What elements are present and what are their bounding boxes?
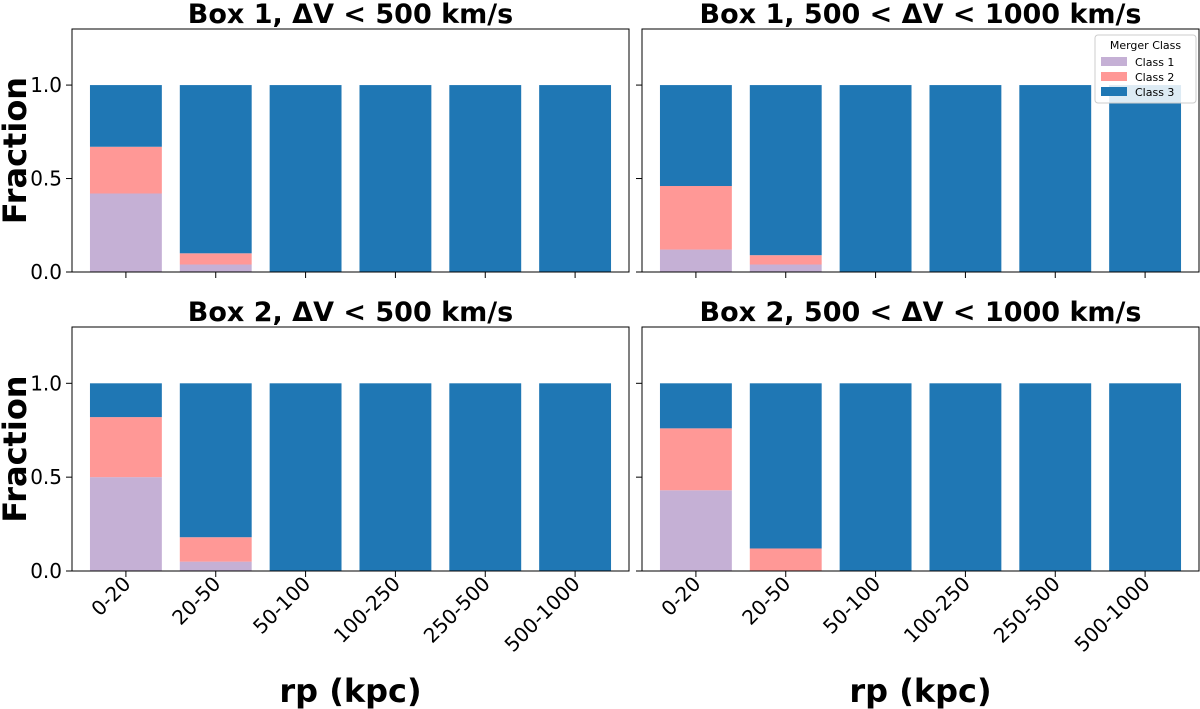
legend-title: Merger Class xyxy=(1110,39,1182,52)
bar-class-2-0-20 xyxy=(89,417,162,478)
bar-class-2-0-20 xyxy=(659,428,732,491)
bar-class-3-20-50 xyxy=(179,383,252,538)
bar-class-2-20-50 xyxy=(749,548,822,571)
bar-class-3-50-100 xyxy=(269,85,342,272)
panel-title: Box 1, 500 < ΔV < 1000 km/s xyxy=(700,0,1142,30)
x-tick-label: 250-500 xyxy=(989,572,1065,648)
bar-class-3-50-100 xyxy=(839,85,912,272)
bar-class-3-50-100 xyxy=(269,383,342,571)
x-tick-label: 250-500 xyxy=(419,572,495,648)
y-tick-label: 0.5 xyxy=(30,167,62,191)
bar-class-2-20-50 xyxy=(179,537,252,562)
axes-frame xyxy=(641,326,1200,572)
legend-box xyxy=(1094,34,1197,104)
panel-title: Box 2, 500 < ΔV < 1000 km/s xyxy=(700,297,1142,328)
x-tick-label: 500-1000 xyxy=(500,572,585,657)
bar-class-3-0-20 xyxy=(89,85,162,147)
bar-class-3-0-20 xyxy=(659,383,732,429)
bar-class-3-500-1000 xyxy=(539,383,612,571)
axes-frame xyxy=(71,28,630,273)
bar-class-1-0-20 xyxy=(659,490,732,571)
bar-class-3-500-1000 xyxy=(1109,383,1182,571)
bar-class-3-0-20 xyxy=(89,383,162,418)
bar-class-3-100-250 xyxy=(929,85,1002,272)
bar-class-3-100-250 xyxy=(359,383,432,571)
bar-class-3-100-250 xyxy=(359,85,432,272)
bar-class-2-20-50 xyxy=(179,253,252,265)
y-tick-label: 0.5 xyxy=(30,465,62,489)
legend-label-class-1: Class 1 xyxy=(1135,56,1174,69)
chart-panel-3: Box 2, ΔV < 500 km/s 0.0 0.5 1.0 0-20 20-50 50… xyxy=(0,297,630,709)
x-tick-label: 50-100 xyxy=(818,572,885,639)
legend-swatch-class-1 xyxy=(1101,57,1127,66)
bar-class-3-50-100 xyxy=(839,383,912,571)
x-tick-label: 50-100 xyxy=(248,572,315,639)
bar-class-3-250-500 xyxy=(1019,85,1092,272)
chart-panel-4: Box 2, 500 < ΔV < 1000 km/s 0-20 20-50 50-1… xyxy=(636,297,1200,709)
bar-class-1-0-20 xyxy=(89,193,162,272)
legend-swatch-class-3 xyxy=(1101,87,1127,96)
x-tick-label: 0-20 xyxy=(86,572,135,621)
legend: Merger Class Class 1 Class 2 Class 3 xyxy=(1094,34,1197,104)
x-tick-label: 500-1000 xyxy=(1070,572,1155,657)
panel-title: Box 2, ΔV < 500 km/s xyxy=(188,297,513,328)
x-tick-label: 100-250 xyxy=(899,572,975,648)
bar-class-2-0-20 xyxy=(659,186,732,250)
legend-swatch-class-2 xyxy=(1101,72,1127,81)
bar-class-1-20-50 xyxy=(179,561,252,571)
bar-class-3-100-250 xyxy=(929,383,1002,571)
chart-panel-2: Box 1, 500 < ΔV < 1000 km/s Merger Class C… xyxy=(636,0,1200,278)
bar-class-3-0-20 xyxy=(659,85,732,187)
x-axis-label: rp (kpc) xyxy=(849,672,991,709)
bar-class-1-0-20 xyxy=(659,249,732,272)
bar-class-1-0-20 xyxy=(89,477,162,571)
bar-class-3-500-1000 xyxy=(1109,85,1182,272)
y-tick-label: 1.0 xyxy=(30,73,62,97)
bar-class-3-20-50 xyxy=(749,383,822,549)
x-tick-label: 0-20 xyxy=(656,572,705,621)
y-tick-label: 0.0 xyxy=(30,260,62,284)
x-tick-label: 100-250 xyxy=(329,572,405,648)
y-tick-label: 1.0 xyxy=(30,371,62,395)
y-axis-label: Fraction xyxy=(0,77,34,224)
bar-class-1-20-50 xyxy=(179,264,252,272)
bar-class-3-250-500 xyxy=(1019,383,1092,571)
legend-label-class-3: Class 3 xyxy=(1135,86,1174,99)
axes-frame xyxy=(71,326,630,572)
y-tick-label: 0.0 xyxy=(30,559,62,583)
axes-frame xyxy=(641,28,1200,273)
bar-class-2-0-20 xyxy=(89,146,162,194)
bar-class-2-20-50 xyxy=(749,255,822,265)
x-axis-label: rp (kpc) xyxy=(279,672,421,709)
panel-title: Box 1, ΔV < 500 km/s xyxy=(188,0,513,30)
legend-label-class-2: Class 2 xyxy=(1135,71,1174,84)
y-axis-label: Fraction xyxy=(0,375,34,522)
bar-class-3-20-50 xyxy=(749,85,822,256)
bar-class-1-20-50 xyxy=(749,264,822,272)
bar-class-3-250-500 xyxy=(449,383,522,571)
bar-class-3-500-1000 xyxy=(539,85,612,272)
bar-class-3-20-50 xyxy=(179,85,252,254)
bar-class-3-250-500 xyxy=(449,85,522,272)
x-tick-label: 20-50 xyxy=(167,572,225,630)
x-tick-label: 20-50 xyxy=(737,572,795,630)
